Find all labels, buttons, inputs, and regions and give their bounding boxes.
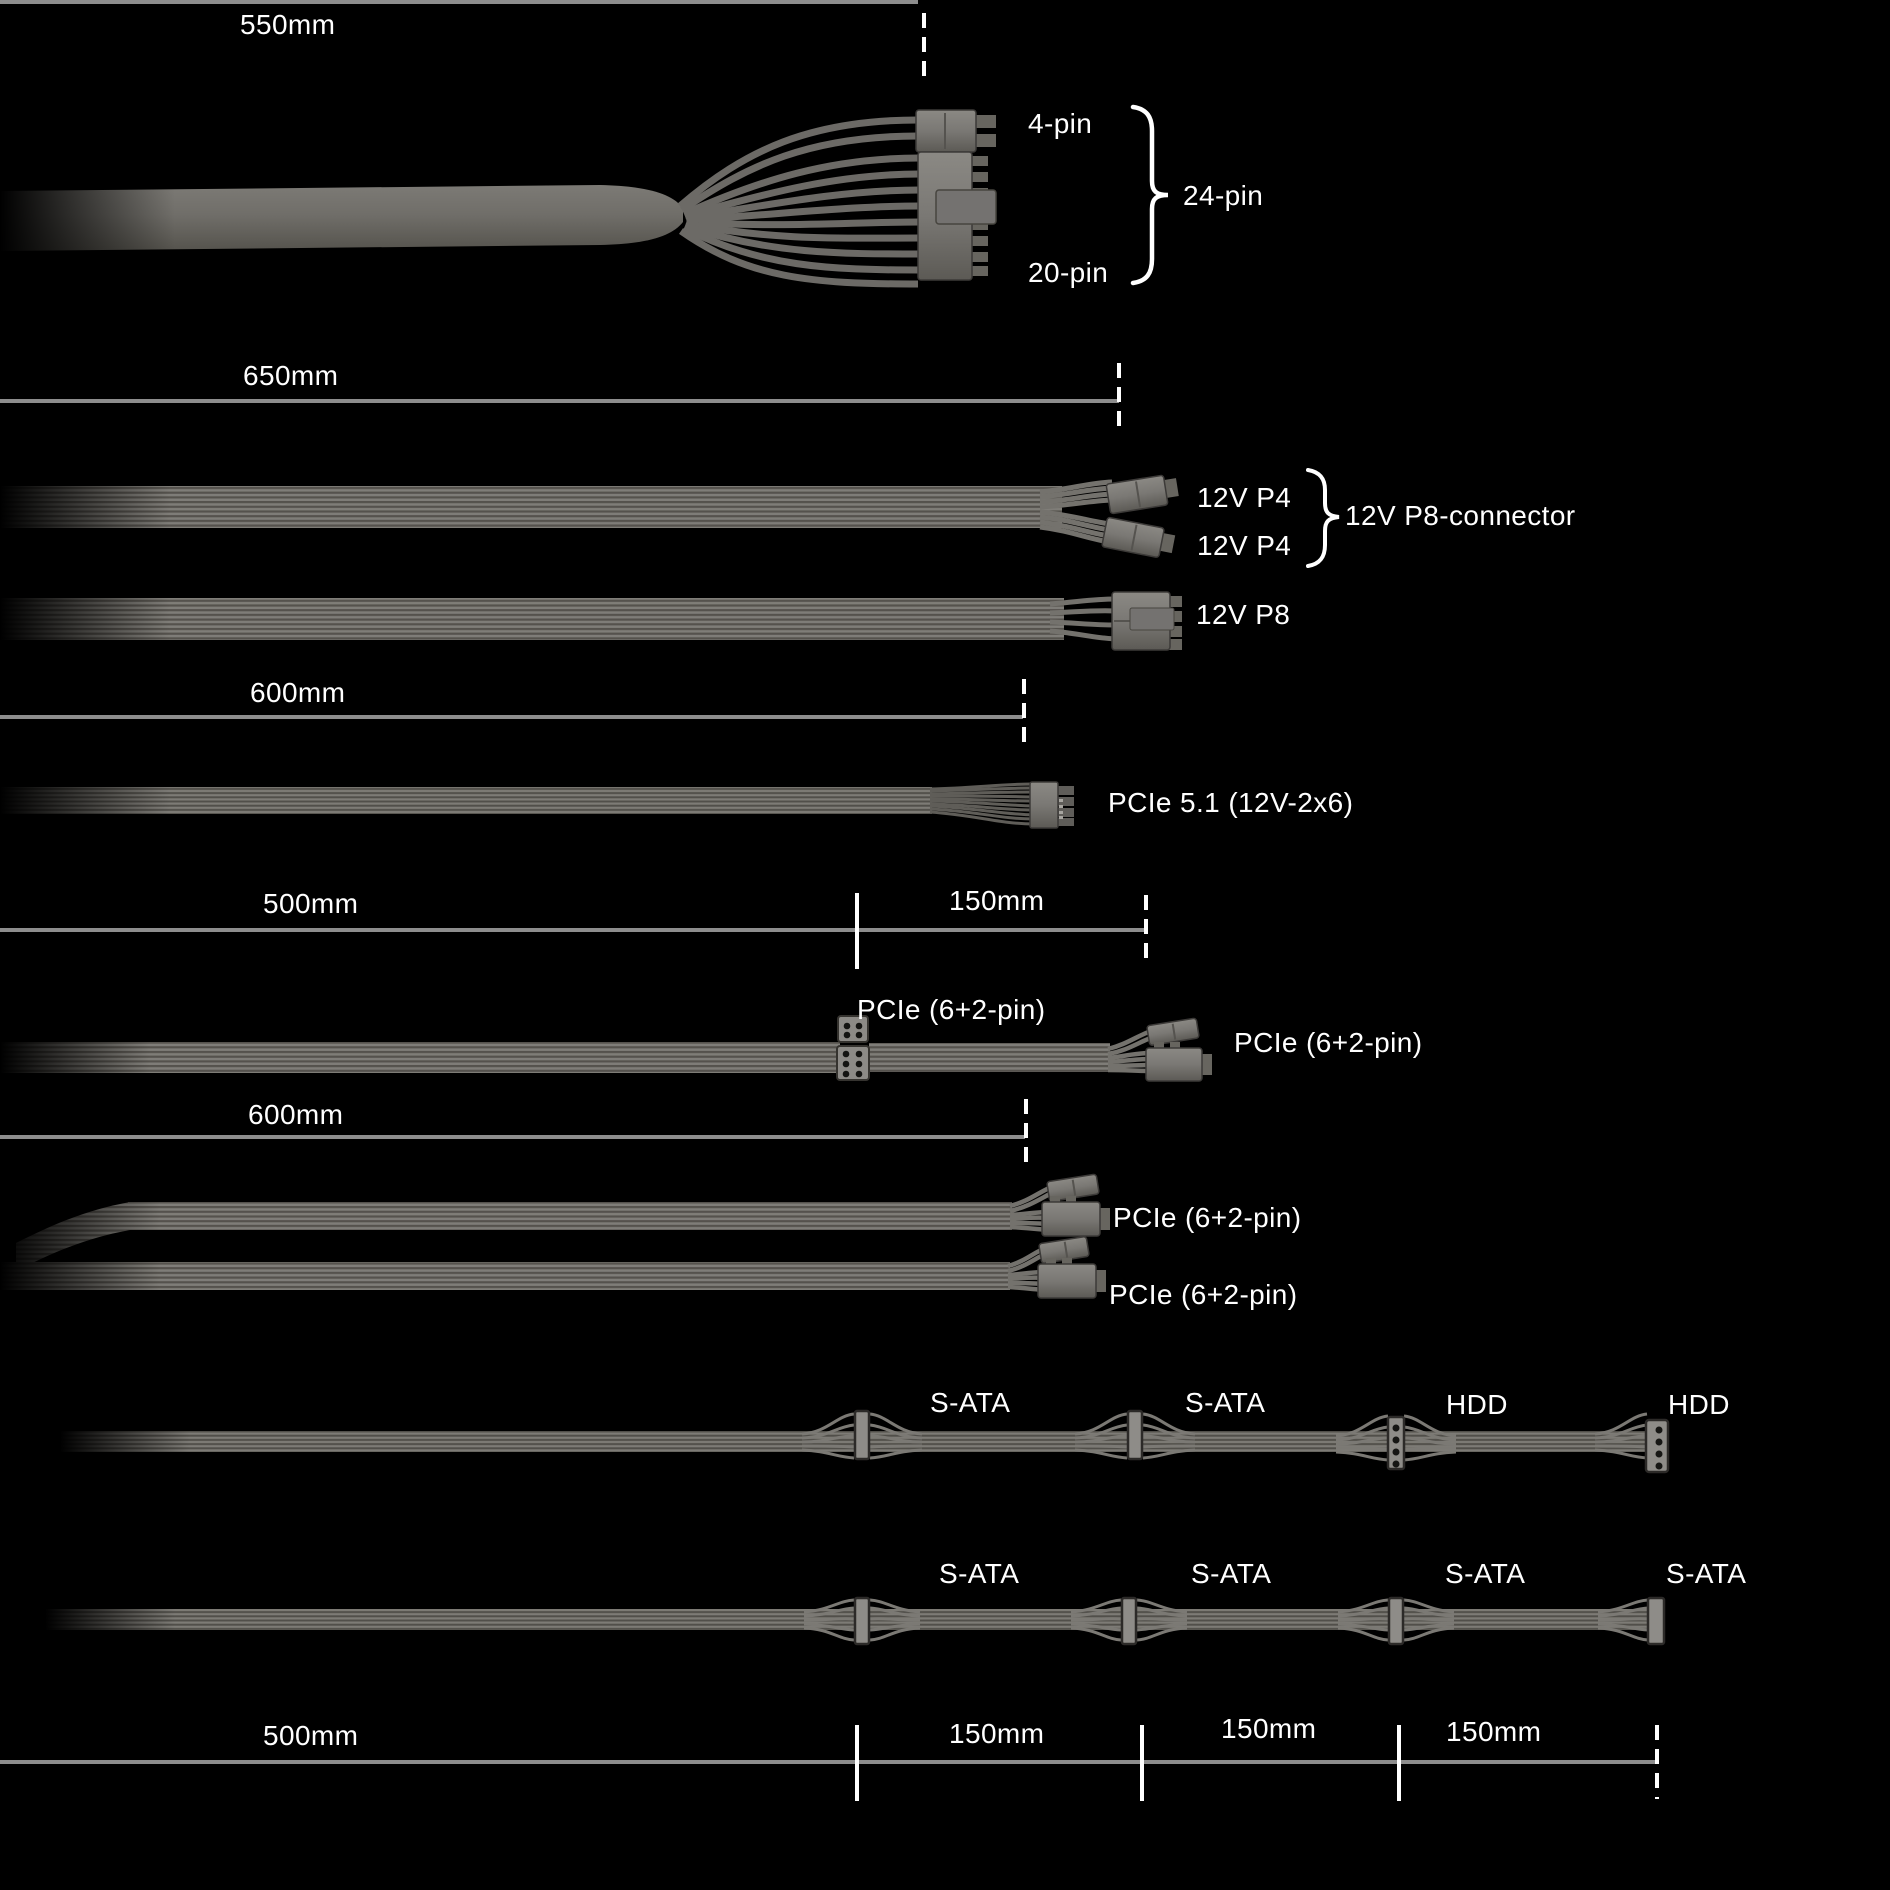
ruler-line-pcie-chain [0,928,1147,932]
connector-label-p4-bottom: 12V P4 [1197,530,1292,561]
pcie-dual-connector-top [1041,1196,1110,1237]
connector-label-pcie-dual-top: PCIe (6+2-pin) [1113,1202,1302,1233]
atx-4pin-connector [915,109,996,153]
sata-end-connector [1596,1596,1666,1646]
connector-label-pcie-end: PCIe (6+2-pin) [1234,1027,1423,1058]
connector-label-p4-top: 12V P4 [1197,482,1292,513]
pcie51-connector [1029,781,1074,829]
pcie-dual-connector-bottom [1037,1258,1106,1299]
pcie-chain-mid-connector [836,1015,870,1081]
connector-label-sata4-3: S-ATA [1445,1558,1526,1589]
ruler-line-pcie51 [0,715,1023,719]
pcie-chain-tip-connector [1146,1017,1200,1046]
pcie-chain-cable [0,1015,1212,1082]
sata4-cable [45,1596,1666,1646]
pcie-chain-end-connector [1145,1042,1212,1082]
connector-label-sata4-1: S-ATA [939,1558,1020,1589]
ruler-tick-cpu [1117,363,1121,435]
connector-label-sata4-2: S-ATA [1191,1558,1272,1589]
ruler-label-cpu: 650mm [243,360,339,391]
connector-label-hdd-1: HDD [1446,1389,1508,1420]
ruler-tick-pcie-dual [1024,1099,1028,1171]
cpu-p8-cable [0,591,1182,651]
ruler-label-pcie-chain-ext: 150mm [949,885,1045,916]
connector-label-sata-mixed-2: S-ATA [1185,1387,1266,1418]
pcie-dual-cable [0,1173,1110,1300]
ruler-tick-pcie51 [1022,679,1026,751]
ruler-label-pcie-chain-main: 500mm [263,888,359,919]
atx-24pin-connector [917,151,997,281]
connector-label-hdd-2: HDD [1668,1389,1730,1420]
ruler-label-pcie-dual: 600mm [248,1099,344,1130]
connector-label-sata-mixed-1: S-ATA [930,1387,1011,1418]
connector-label-p8: 12V P8 [1196,599,1291,630]
ruler-label-bottom-main: 500mm [263,1720,359,1751]
connector-label-sata4-4: S-ATA [1666,1558,1747,1589]
ruler-label-bottom-seg1: 150mm [949,1718,1045,1749]
ruler-tick-pcie-chain-end [1144,895,1148,965]
ruler-tick-pcie-chain-mid [855,893,859,969]
connector-label-pcie51: PCIe 5.1 (12V-2x6) [1108,787,1354,818]
ruler-line-pcie-dual [0,1135,1025,1139]
ruler-line-atx [0,0,918,4]
ruler-label-atx: 550mm [240,9,336,40]
cpu-p4-connector-bottom [1101,516,1176,558]
ruler-tick-bottom-1 [855,1725,859,1801]
ruler-tick-atx [922,13,926,83]
pcie51-cable [0,781,1074,829]
cpu-p4-cable [0,474,1179,558]
group-label-24pin: 24-pin [1183,180,1264,211]
connector-label-pcie-dual-bottom: PCIe (6+2-pin) [1109,1279,1298,1310]
hdd-end-connector [1593,1412,1670,1474]
ruler-tick-bottom-2 [1140,1725,1144,1801]
group-label-12vp8: 12V P8-connector [1345,500,1576,531]
brace-24pin [1130,104,1169,286]
sata-hdd-cable [60,1411,1670,1474]
ruler-line-bottom [0,1760,1658,1764]
ruler-label-pcie51: 600mm [250,677,346,708]
brace-12vp8 [1306,468,1340,568]
cpu-p8-connector [1111,591,1182,651]
ruler-tick-bottom-3 [1397,1725,1401,1801]
ruler-label-bottom-seg3: 150mm [1446,1716,1542,1747]
ruler-tick-bottom-end [1655,1725,1659,1799]
atx-cable [0,116,921,288]
ruler-label-bottom-seg2: 150mm [1221,1713,1317,1744]
connector-label-4pin: 4-pin [1028,108,1093,139]
ruler-line-cpu [0,399,1119,403]
connector-label-pcie-mid: PCIe (6+2-pin) [857,994,1046,1025]
cpu-p4-connector-top [1105,474,1179,515]
connector-label-20pin: 20-pin [1028,257,1109,288]
